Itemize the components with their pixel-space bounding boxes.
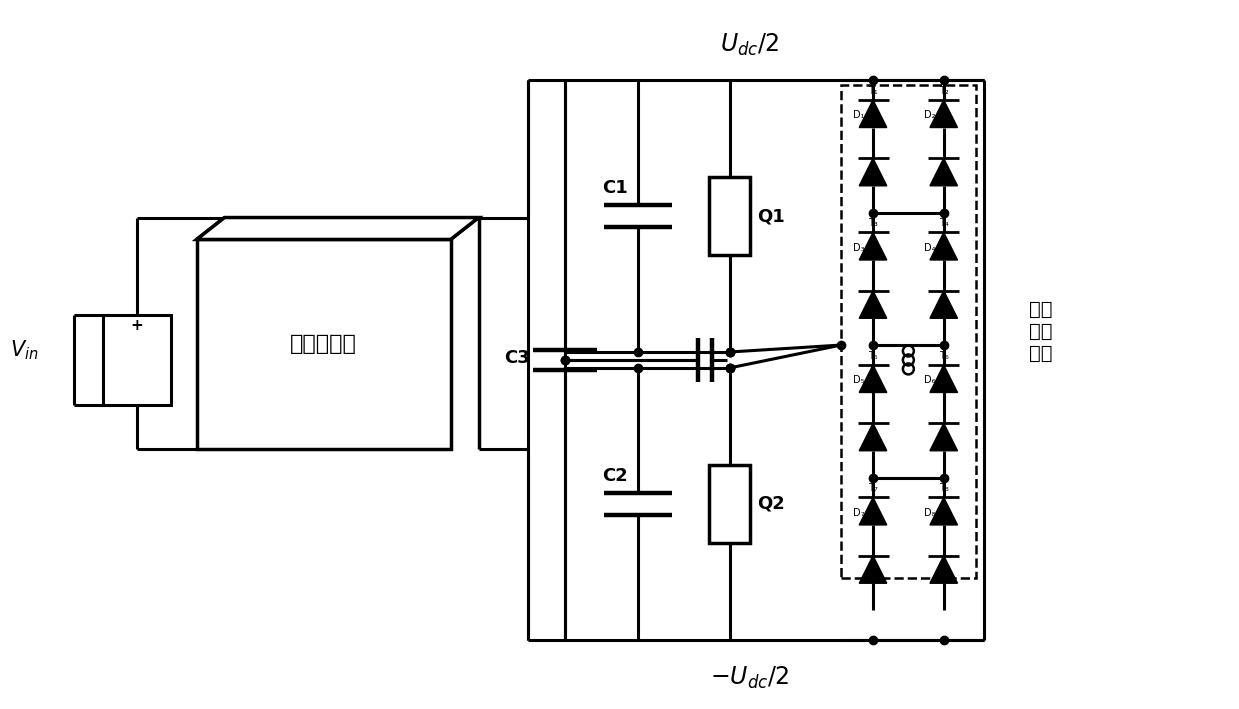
Text: T₄: T₄	[939, 218, 949, 228]
Text: D₇: D₇	[852, 508, 865, 518]
Text: T₈: T₈	[939, 483, 949, 493]
Polygon shape	[859, 291, 887, 318]
Polygon shape	[197, 218, 478, 240]
Bar	[709, 465, 751, 543]
Text: $V_{in}$: $V_{in}$	[10, 338, 38, 362]
Text: D₈: D₈	[923, 508, 935, 518]
Text: C1: C1	[602, 179, 628, 197]
Polygon shape	[930, 233, 958, 260]
Polygon shape	[930, 365, 958, 393]
Text: T₆: T₆	[939, 351, 949, 361]
Polygon shape	[859, 158, 887, 186]
Text: T₁: T₁	[869, 86, 878, 96]
Polygon shape	[930, 556, 958, 584]
Text: Q1: Q1	[757, 207, 786, 225]
Polygon shape	[930, 100, 958, 128]
Text: T₂: T₂	[939, 86, 949, 96]
Polygon shape	[859, 556, 887, 584]
Text: 功率
平衡
系统: 功率 平衡 系统	[1028, 300, 1052, 363]
Text: T₇: T₇	[869, 483, 878, 493]
Text: +: +	[130, 318, 144, 333]
Polygon shape	[930, 291, 958, 318]
Text: T₅: T₅	[869, 351, 877, 361]
Text: D₄: D₄	[923, 243, 935, 253]
Text: $U_{dc}/2$: $U_{dc}/2$	[720, 32, 779, 58]
Polygon shape	[859, 233, 887, 260]
Polygon shape	[930, 423, 958, 451]
Bar	[103, 316, 171, 405]
Polygon shape	[859, 365, 887, 393]
Bar	[709, 177, 751, 255]
Text: Q2: Q2	[757, 495, 786, 513]
Text: T₃: T₃	[869, 218, 878, 228]
Bar	[841, 85, 975, 578]
Text: D₂: D₂	[923, 111, 935, 121]
Polygon shape	[930, 498, 958, 525]
Text: D₁: D₁	[852, 111, 865, 121]
Bar	[197, 240, 451, 449]
Text: D₅: D₅	[852, 375, 865, 386]
Polygon shape	[859, 100, 887, 128]
Text: $-U_{dc}/2$: $-U_{dc}/2$	[710, 665, 789, 691]
Text: D₃: D₃	[852, 243, 865, 253]
Text: 直流变压器: 直流变压器	[290, 334, 357, 354]
Polygon shape	[930, 158, 958, 186]
Text: D₆: D₆	[923, 375, 935, 386]
Polygon shape	[859, 423, 887, 451]
Polygon shape	[859, 498, 887, 525]
Text: C3: C3	[504, 349, 530, 367]
Text: C2: C2	[602, 467, 628, 485]
